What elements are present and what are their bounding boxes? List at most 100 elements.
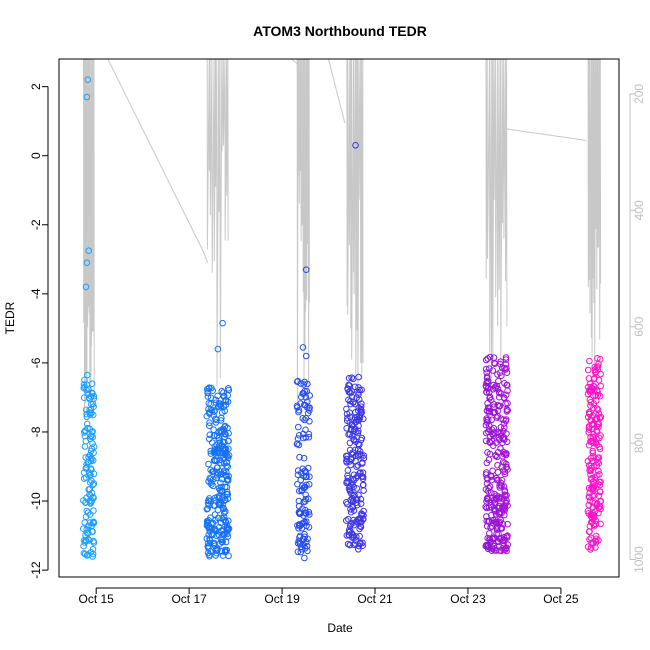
data-point-740 bbox=[348, 480, 355, 487]
data-point-381 bbox=[225, 430, 232, 437]
data-point-1015 bbox=[501, 364, 508, 372]
data-point-527 bbox=[294, 548, 302, 556]
data-point-958 bbox=[501, 505, 509, 513]
data-point-715 bbox=[346, 419, 354, 426]
x-tick-label-3: Oct 21 bbox=[357, 592, 393, 606]
pressure-spikes-4 bbox=[296, 58, 310, 415]
pressure-spikes-1 bbox=[83, 58, 95, 420]
data-point-897 bbox=[484, 449, 491, 456]
data-point-539 bbox=[302, 352, 310, 360]
data-point-998 bbox=[486, 393, 494, 401]
data-point-390 bbox=[223, 483, 231, 491]
data-point-885 bbox=[503, 438, 511, 446]
data-point-86 bbox=[82, 454, 89, 461]
data-point-623 bbox=[351, 400, 359, 408]
data-point-1172 bbox=[589, 392, 597, 399]
data-point-78 bbox=[80, 475, 88, 482]
data-point-110 bbox=[82, 499, 89, 506]
data-point-1173 bbox=[588, 421, 596, 429]
data-point-1153 bbox=[596, 488, 604, 495]
data-point-540 bbox=[301, 554, 308, 562]
data-point-709 bbox=[358, 510, 365, 517]
data-point-831 bbox=[489, 367, 497, 374]
data-point-833 bbox=[504, 407, 512, 414]
data-point-513 bbox=[299, 505, 306, 513]
data-point-87 bbox=[90, 537, 97, 545]
data-point-1017 bbox=[496, 482, 503, 489]
data-point-537 bbox=[302, 266, 310, 274]
data-point-394 bbox=[224, 495, 232, 503]
data-point-1035 bbox=[498, 509, 506, 517]
data-point-1187 bbox=[584, 457, 592, 465]
data-point-995 bbox=[502, 356, 510, 363]
pressure-spikes-6 bbox=[346, 58, 364, 401]
data-point-528 bbox=[302, 434, 310, 441]
data-point-81 bbox=[83, 420, 91, 428]
pressure-trace bbox=[83, 58, 602, 420]
data-point-358 bbox=[205, 523, 212, 531]
data-point-134 bbox=[82, 283, 90, 291]
data-point-498 bbox=[305, 508, 313, 516]
data-point-122 bbox=[90, 519, 98, 527]
data-point-370 bbox=[222, 401, 230, 408]
data-point-391 bbox=[212, 396, 219, 404]
data-point-398 bbox=[214, 403, 222, 410]
data-point-483 bbox=[306, 511, 313, 518]
y2-tick-label-2: 600 bbox=[632, 316, 646, 336]
data-point-503 bbox=[295, 407, 303, 414]
data-point-652 bbox=[347, 506, 354, 513]
data-point-68 bbox=[83, 507, 91, 515]
data-point-523 bbox=[302, 538, 310, 546]
data-point-478 bbox=[299, 415, 307, 422]
data-point-412 bbox=[218, 387, 226, 395]
data-point-263 bbox=[218, 442, 226, 450]
data-point-364 bbox=[225, 385, 232, 392]
data-point-637 bbox=[343, 405, 350, 413]
data-point-1008 bbox=[501, 491, 509, 499]
data-point-61 bbox=[86, 499, 94, 506]
data-point-73 bbox=[87, 548, 95, 556]
data-point-686 bbox=[343, 479, 350, 487]
data-point-710 bbox=[356, 525, 363, 533]
data-point-1020 bbox=[500, 467, 507, 474]
data-point-679 bbox=[360, 455, 368, 462]
data-point-102 bbox=[85, 386, 92, 393]
data-point-667 bbox=[355, 546, 362, 553]
data-point-1175 bbox=[585, 426, 593, 433]
plot-frame bbox=[58, 58, 620, 578]
data-point-1168 bbox=[585, 462, 593, 469]
data-point-491 bbox=[295, 423, 302, 431]
data-point-70 bbox=[81, 550, 89, 558]
data-point-494 bbox=[301, 416, 308, 424]
data-point-932 bbox=[500, 533, 508, 541]
data-point-996 bbox=[499, 505, 506, 513]
x-axis-label: Date bbox=[327, 621, 353, 635]
data-point-965 bbox=[485, 484, 493, 492]
data-point-1224 bbox=[589, 540, 597, 547]
tedr-points bbox=[80, 76, 605, 562]
data-point-1218 bbox=[591, 363, 599, 371]
data-point-1213 bbox=[593, 441, 601, 449]
data-point-402 bbox=[213, 464, 221, 472]
data-point-1214 bbox=[591, 482, 599, 490]
data-point-880 bbox=[497, 445, 504, 452]
data-point-1178 bbox=[593, 472, 601, 479]
data-point-388 bbox=[221, 407, 229, 415]
data-point-118 bbox=[81, 429, 88, 436]
data-point-705 bbox=[353, 463, 360, 471]
data-point-123 bbox=[88, 389, 96, 397]
data-point-1028 bbox=[493, 519, 501, 527]
data-point-992 bbox=[485, 518, 493, 525]
data-point-684 bbox=[347, 389, 354, 397]
data-point-1227 bbox=[597, 503, 604, 511]
data-point-512 bbox=[298, 543, 305, 551]
data-point-130 bbox=[84, 76, 92, 83]
data-point-1040 bbox=[487, 504, 495, 511]
data-point-949 bbox=[488, 512, 495, 519]
data-point-317 bbox=[205, 400, 213, 407]
data-point-741 bbox=[352, 142, 359, 149]
data-point-393 bbox=[211, 502, 219, 510]
data-point-1157 bbox=[585, 493, 593, 501]
data-point-127 bbox=[84, 551, 91, 558]
data-point-408 bbox=[216, 540, 224, 547]
